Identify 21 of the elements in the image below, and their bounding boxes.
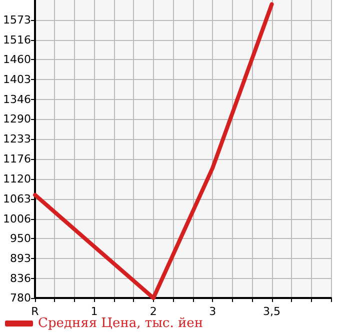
y-tick-label: 1290 [2,112,31,126]
y-tick-label: 950 [10,232,31,245]
y-tick-label: 1120 [2,172,31,186]
y-tick-label: 780 [10,292,31,304]
y-tick-label: 1176 [2,152,31,166]
y-tick-label: 1063 [2,192,31,206]
legend-label: Средняя Цена, тыс. йен [38,316,203,331]
y-tick-label: 1573 [2,13,31,26]
y-tick-label: 1516 [2,33,31,46]
y-tick-label: 1460 [2,53,31,66]
x-tick-label: 3,5 [263,305,281,318]
y-tick-label: 1006 [2,212,31,226]
y-tick-label: 836 [10,272,31,285]
x-tick-label: 3 [209,305,216,318]
y-tick-label: 1233 [2,132,31,146]
x-tick-label: 1 [90,305,98,318]
x-tick-label: R [31,305,40,318]
x-tick-label: 2 [150,305,157,318]
y-tick-label: 1346 [2,93,31,106]
y-tick-label: 893 [10,252,31,265]
y-tick-label: 1403 [2,73,31,86]
